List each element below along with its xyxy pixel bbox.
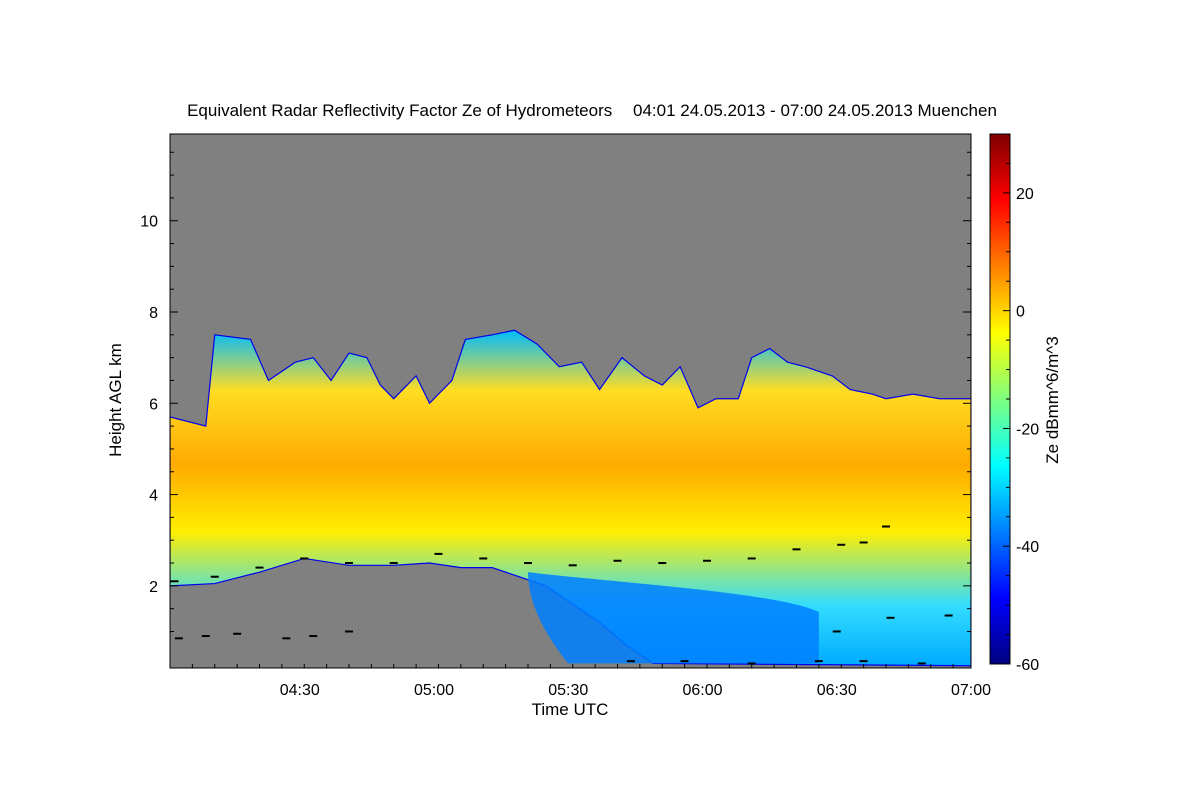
- x-tick-label: 07:00: [951, 682, 991, 699]
- detection-point: [917, 662, 926, 665]
- colorbar-tick-label: -20: [1016, 421, 1039, 438]
- colorbar-tick-label: -60: [1016, 657, 1039, 674]
- x-tick-label: 06:30: [817, 682, 857, 699]
- detection-point: [300, 557, 309, 560]
- y-axis-label: Height AGL km: [106, 343, 125, 457]
- x-axis: 04:30 05:00 05:30 06:00 06:30 07:00: [169, 664, 991, 699]
- plot-area: [170, 134, 971, 668]
- y-tick-label: 6: [149, 396, 158, 413]
- detection-point: [568, 564, 577, 567]
- detection-point: [282, 637, 291, 640]
- detection-point: [233, 632, 242, 635]
- detection-point: [886, 616, 895, 619]
- y-tick-label: 10: [140, 214, 158, 231]
- x-tick-label: 05:00: [414, 682, 454, 699]
- y-tick-label: 2: [149, 579, 158, 596]
- colorbar-tick-label: 20: [1016, 186, 1034, 203]
- detection-point: [174, 637, 183, 640]
- detection-point: [837, 543, 846, 546]
- detection-point: [747, 557, 756, 560]
- chart-title: Equivalent Radar Reflectivity Factor Ze …: [187, 101, 997, 120]
- detection-point: [702, 559, 711, 562]
- colorbar-label: Ze dBmm^6/m^3: [1043, 336, 1062, 463]
- detection-point: [309, 635, 318, 638]
- plot-frame: [169, 133, 972, 669]
- detection-point: [389, 562, 398, 565]
- detection-point: [814, 660, 823, 663]
- detection-point: [859, 541, 868, 544]
- detection-point: [255, 566, 264, 569]
- low-reflectivity-region: [527, 572, 819, 664]
- y-tick-label: 8: [149, 305, 158, 322]
- x-tick-label: 06:00: [682, 682, 722, 699]
- y-tick-label: 4: [149, 488, 158, 505]
- detection-point: [658, 562, 667, 565]
- x-tick-label: 05:30: [548, 682, 588, 699]
- echo-layer: [170, 329, 971, 667]
- detection-point: [832, 630, 841, 633]
- detection-point: [170, 580, 179, 583]
- detection-point: [523, 562, 532, 565]
- colorbar-ticks: -60 -40 -20 0 20: [1003, 133, 1039, 674]
- detection-point: [210, 575, 219, 578]
- detection-point: [747, 662, 756, 665]
- detection-point: [944, 614, 953, 617]
- main-echo-region: [170, 329, 971, 667]
- melting-layer-points: [170, 525, 953, 665]
- detection-point: [626, 660, 635, 663]
- detection-point: [344, 630, 353, 633]
- colorbar-tick-label: 0: [1016, 304, 1025, 321]
- detection-point: [201, 635, 210, 638]
- detection-point: [859, 660, 868, 663]
- detection-point: [792, 548, 801, 551]
- x-tick-label: 04:30: [280, 682, 320, 699]
- detection-point: [479, 557, 488, 560]
- colorbar-tick-label: -40: [1016, 539, 1039, 556]
- x-axis-label: Time UTC: [532, 700, 609, 719]
- detection-point: [680, 660, 689, 663]
- detection-point: [613, 559, 622, 562]
- detection-point: [344, 562, 353, 565]
- y-axis: 2 4 6 8 10: [140, 151, 971, 632]
- detection-point: [434, 552, 443, 555]
- detection-point: [881, 525, 890, 528]
